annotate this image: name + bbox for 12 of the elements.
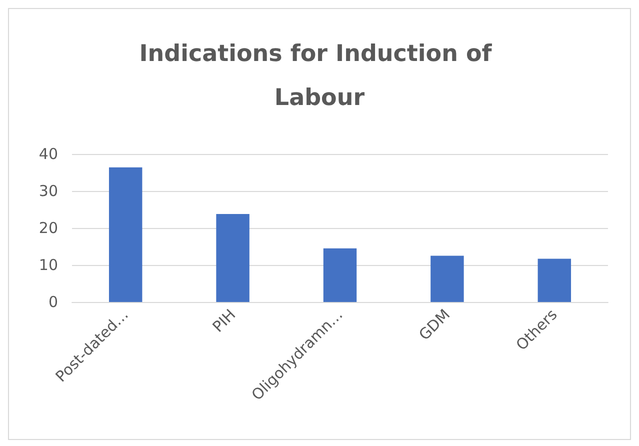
bar (323, 248, 357, 302)
bar (216, 214, 250, 302)
y-tick-label: 30 (38, 182, 58, 200)
y-tick-label: 0 (48, 293, 58, 311)
y-tick-label: 20 (38, 219, 58, 237)
bar (430, 256, 464, 302)
bar (538, 258, 572, 302)
y-tick-label: 10 (38, 256, 58, 274)
y-tick-label: 40 (38, 145, 58, 163)
chart-title: Indications for Induction of Labour (139, 41, 500, 111)
x-tick-label: PIH (208, 306, 240, 336)
bar (108, 167, 142, 302)
